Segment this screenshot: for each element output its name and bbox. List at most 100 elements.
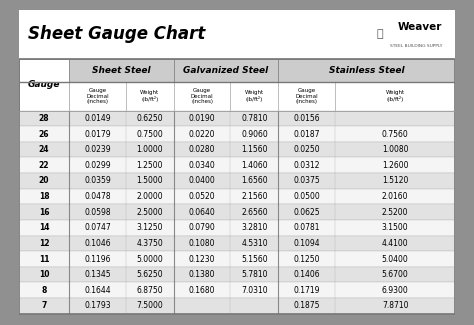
Text: Sheet Gauge Chart: Sheet Gauge Chart [27,25,205,43]
Text: 0.0250: 0.0250 [293,145,320,154]
Text: Weight
(lb/ft²): Weight (lb/ft²) [385,90,405,102]
Bar [19,189,455,204]
Text: 0.0400: 0.0400 [189,176,216,185]
Text: 0.0187: 0.0187 [293,129,320,138]
Text: 0.0340: 0.0340 [189,161,216,170]
Text: 4.4100: 4.4100 [382,239,409,248]
Text: 0.0149: 0.0149 [84,114,111,123]
Text: 0.0359: 0.0359 [84,176,111,185]
Text: 0.0625: 0.0625 [293,208,320,217]
Text: 1.6560: 1.6560 [241,176,268,185]
Text: 3.2810: 3.2810 [241,223,268,232]
Text: 1.2500: 1.2500 [137,161,163,170]
Bar [19,204,455,220]
Bar [19,157,455,173]
Bar [278,58,455,82]
Bar [69,58,174,82]
Text: 5.6250: 5.6250 [137,270,163,279]
Text: 7.0310: 7.0310 [241,286,268,295]
Text: 2.5200: 2.5200 [382,208,408,217]
Text: 10: 10 [39,270,49,279]
Bar [19,282,455,298]
Text: 0.6250: 0.6250 [137,114,163,123]
Text: 0.0190: 0.0190 [189,114,215,123]
Text: 2.1560: 2.1560 [241,192,268,201]
Text: 2.5000: 2.5000 [137,208,163,217]
Text: 0.0179: 0.0179 [84,129,111,138]
Text: 0.1250: 0.1250 [293,254,320,264]
Text: 0.9060: 0.9060 [241,129,268,138]
Text: 0.1230: 0.1230 [189,254,215,264]
Bar [19,251,455,267]
Text: 0.0640: 0.0640 [189,208,216,217]
Text: 8: 8 [41,286,47,295]
Text: 4.3750: 4.3750 [137,239,163,248]
Text: 0.1380: 0.1380 [189,270,215,279]
Text: Weight
(lb/ft²): Weight (lb/ft²) [140,90,159,102]
Text: Stainless Steel: Stainless Steel [329,66,404,74]
Text: 24: 24 [39,145,49,154]
Text: 20: 20 [39,176,49,185]
Text: STEEL BUILDING SUPPLY: STEEL BUILDING SUPPLY [390,45,442,48]
Text: Sheet Steel: Sheet Steel [92,66,151,74]
Text: 0.0781: 0.0781 [293,223,320,232]
Bar [19,126,455,142]
Bar [19,267,455,282]
Text: 0.0156: 0.0156 [293,114,320,123]
Text: 12: 12 [39,239,49,248]
Text: Gauge
Decimal
(inches): Gauge Decimal (inches) [191,88,213,104]
Text: 4.5310: 4.5310 [241,239,268,248]
Text: 0.1644: 0.1644 [84,286,111,295]
Text: 0.1680: 0.1680 [189,286,215,295]
Text: 5.1560: 5.1560 [241,254,268,264]
Text: Gauge
Decimal
(inches): Gauge Decimal (inches) [86,88,109,104]
Text: 0.0500: 0.0500 [293,192,320,201]
Text: 1.5120: 1.5120 [382,176,408,185]
Bar [278,82,335,111]
Text: Gauge
Decimal
(inches): Gauge Decimal (inches) [295,88,318,104]
Text: 1.4060: 1.4060 [241,161,268,170]
Bar [19,10,455,58]
Text: 28: 28 [39,114,49,123]
Text: 0.0790: 0.0790 [189,223,216,232]
Text: Gauge: Gauge [28,80,60,89]
Bar [19,173,455,189]
Text: 0.1875: 0.1875 [293,301,320,310]
Bar [19,111,455,126]
Text: 0.1094: 0.1094 [293,239,320,248]
Bar [126,82,174,111]
Text: 1.2600: 1.2600 [382,161,408,170]
Text: 0.1196: 0.1196 [84,254,111,264]
Text: 14: 14 [39,223,49,232]
Text: 0.1793: 0.1793 [84,301,111,310]
Text: 0.1719: 0.1719 [293,286,320,295]
Text: 0.0220: 0.0220 [189,129,215,138]
Text: 7: 7 [41,301,47,310]
Text: 0.1080: 0.1080 [189,239,215,248]
Text: 2.0160: 2.0160 [382,192,408,201]
Text: 6.9300: 6.9300 [382,286,409,295]
Text: 0.0478: 0.0478 [84,192,111,201]
Bar [335,82,455,111]
Text: 0.0375: 0.0375 [293,176,320,185]
Text: 1.1560: 1.1560 [241,145,268,154]
Bar [19,58,455,314]
Text: 0.0299: 0.0299 [84,161,111,170]
Text: Weight
(lb/ft²): Weight (lb/ft²) [245,90,264,102]
Text: 5.7810: 5.7810 [241,270,268,279]
Text: 3.1250: 3.1250 [137,223,163,232]
Text: 18: 18 [39,192,49,201]
Bar [174,58,278,82]
Text: 16: 16 [39,208,49,217]
Text: 0.7560: 0.7560 [382,129,409,138]
Bar [19,142,455,157]
Text: 1.5000: 1.5000 [137,176,163,185]
Text: 5.0000: 5.0000 [137,254,163,264]
Text: 1.0000: 1.0000 [137,145,163,154]
Text: 0.0280: 0.0280 [189,145,215,154]
Text: 7.8710: 7.8710 [382,301,408,310]
Text: 5.0400: 5.0400 [382,254,409,264]
Text: 0.1046: 0.1046 [84,239,111,248]
Text: Galvanized Steel: Galvanized Steel [183,66,269,74]
Text: 0.7500: 0.7500 [137,129,163,138]
